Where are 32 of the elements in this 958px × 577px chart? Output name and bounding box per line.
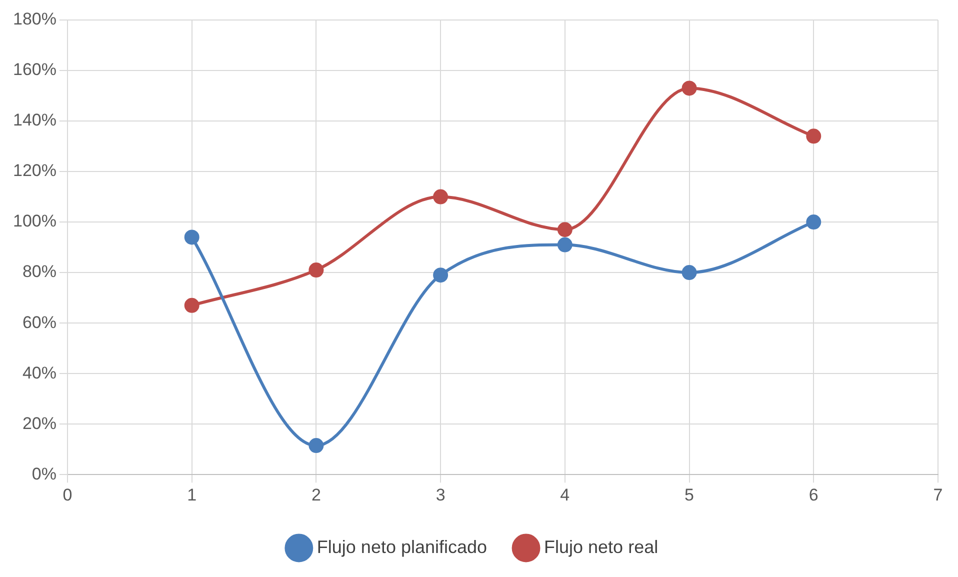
point (308, 262, 324, 278)
point (308, 438, 324, 454)
x-tick-label: 2 (311, 485, 321, 504)
point (433, 268, 448, 283)
point (682, 80, 697, 96)
y-tick-label: 20% (22, 414, 56, 433)
x-tick-label: 6 (808, 485, 818, 504)
y-tick-label: 140% (12, 110, 56, 130)
y-tick-label: 0% (32, 464, 56, 484)
x-tick-label: 3 (436, 485, 446, 504)
y-tick-label: 180% (12, 10, 56, 29)
x-tick-label: 4 (560, 485, 570, 504)
x-tick-label: 0 (62, 485, 72, 504)
y-tick-label: 120% (12, 161, 56, 180)
point (806, 128, 822, 144)
y-tick-label: 60% (22, 312, 56, 332)
legend-label: Flujo neto real (544, 536, 658, 557)
point (806, 214, 822, 230)
point (557, 237, 572, 252)
y-tick-label: 100% (12, 212, 56, 231)
y-tick-label: 160% (12, 60, 56, 80)
point (184, 298, 200, 313)
y-tick-label: 40% (22, 363, 56, 382)
point (682, 265, 697, 280)
x-tick-label: 7 (933, 485, 943, 504)
point (184, 230, 200, 245)
x-tick-label: 1 (187, 485, 197, 504)
x-tick-label: 5 (684, 485, 694, 504)
point (433, 189, 448, 204)
y-tick-label: 80% (22, 262, 56, 282)
point (557, 222, 572, 238)
legend-label: Flujo neto planificado (316, 536, 488, 557)
